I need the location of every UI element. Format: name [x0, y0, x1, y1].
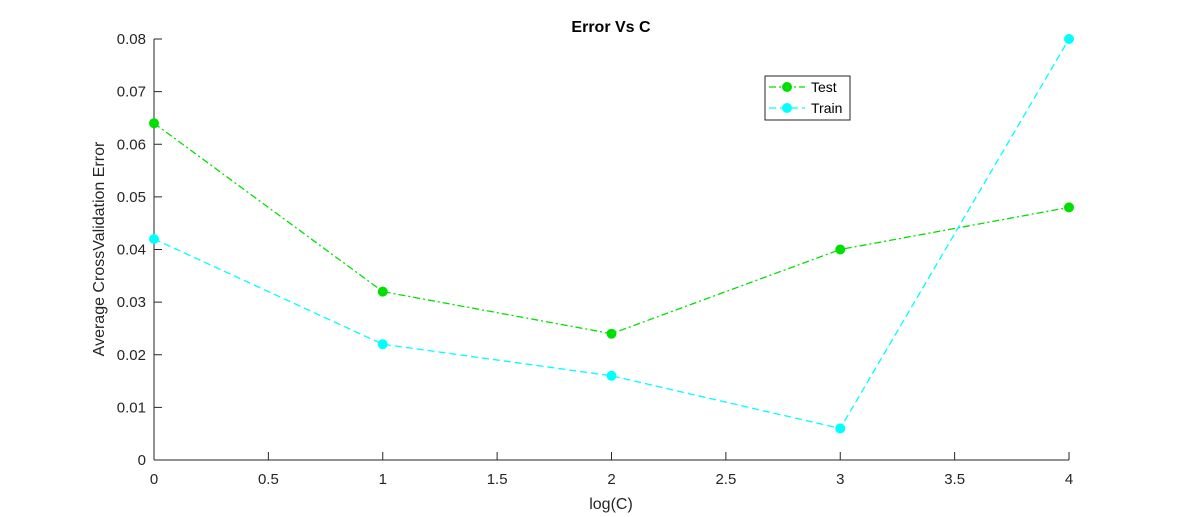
y-tick-label: 0.06 [117, 136, 146, 153]
x-tick-label: 3.5 [944, 471, 965, 488]
x-tick-label: 3 [836, 471, 844, 488]
y-ticks: 0 0.01 0.02 0.03 0.04 0.05 0.06 0.07 0.08 [117, 31, 162, 469]
legend-label-train: Train [811, 100, 842, 116]
data-point-test [606, 328, 617, 339]
data-point-test [835, 244, 846, 255]
data-point-test [377, 286, 388, 297]
legend-label-test: Test [811, 79, 837, 95]
y-tick-label: 0.05 [117, 189, 146, 206]
x-tick-label: 0 [150, 471, 158, 488]
axes [153, 39, 1069, 461]
data-point-train [1064, 34, 1074, 44]
legend: Test Train [764, 75, 851, 121]
y-tick-label: 0.03 [117, 294, 146, 311]
legend-marker-train [782, 103, 792, 113]
x-tick-label: 4 [1065, 471, 1073, 488]
x-axis-label: log(C) [589, 496, 633, 513]
y-tick-label: 0.08 [117, 31, 146, 48]
x-tick-label: 1 [379, 471, 387, 488]
data-point-train [149, 233, 159, 244]
data-point-train [606, 370, 617, 381]
legend-box [764, 75, 851, 121]
series-line-test [153, 122, 1070, 335]
series-line-train [153, 38, 1070, 430]
series-group [149, 34, 1074, 434]
x-tick-label: 2 [607, 471, 615, 488]
data-point-test [149, 118, 159, 129]
data-point-train [835, 423, 846, 434]
data-point-train [377, 339, 388, 350]
y-tick-label: 0.07 [117, 84, 146, 101]
data-point-test [1064, 202, 1074, 213]
chart-title: Error Vs C [571, 19, 651, 36]
y-tick-label: 0.04 [117, 242, 146, 259]
x-ticks: 0 0.5 1 1.5 2 2.5 3 3.5 4 [150, 452, 1073, 488]
legend-marker-test [782, 82, 792, 92]
x-tick-label: 0.5 [258, 471, 279, 488]
y-axis-label: Average CrossValidation Error [91, 141, 108, 356]
x-tick-label: 2.5 [715, 471, 736, 488]
y-tick-label: 0 [138, 452, 146, 469]
y-tick-label: 0.01 [117, 399, 146, 416]
x-tick-label: 1.5 [487, 471, 508, 488]
y-tick-label: 0.02 [117, 347, 146, 364]
